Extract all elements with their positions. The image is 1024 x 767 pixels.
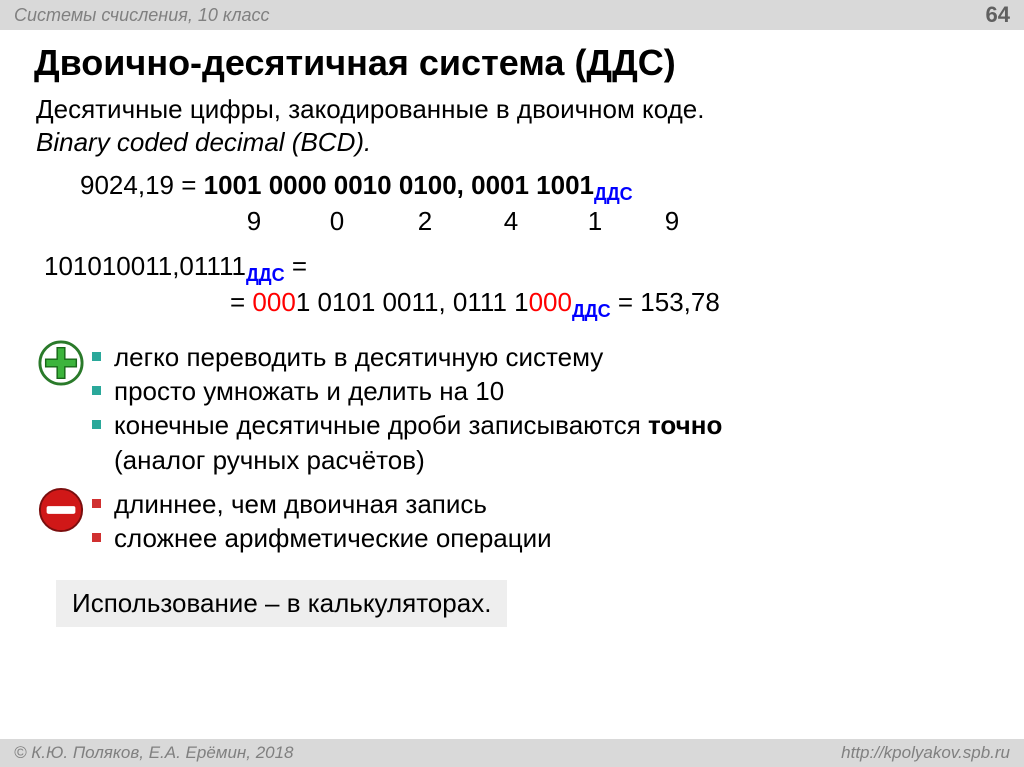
footer-right: http://kpolyakov.spb.ru xyxy=(841,743,1010,763)
ex2-l1-tail: = xyxy=(285,251,307,281)
example-1: 9024,19 = 1001 0000 0010 0100, 0001 1001… xyxy=(80,168,1000,206)
ex2-l1-sub: ДДС xyxy=(246,266,285,286)
lists: легко переводить в десятичную систему пр… xyxy=(30,340,1000,556)
page-number: 64 xyxy=(986,2,1010,28)
ex2-l2-red2: 000 xyxy=(529,287,572,317)
ex2-l2-sub: ДДС xyxy=(572,301,611,321)
page-title: Двоично-десятичная система (ДДС) xyxy=(34,42,1000,84)
ex1-lhs: 9024,19 = xyxy=(80,170,204,200)
example-2-line1: 101010011,01111ДДС = xyxy=(44,251,1000,286)
minus-icon xyxy=(38,487,84,533)
digit: 4 xyxy=(469,206,553,237)
list-item: конечные десятичные дроби записываются т… xyxy=(92,408,722,477)
lead-line-2: Binary coded decimal (BCD). xyxy=(36,127,371,157)
footer-bar: © К.Ю. Поляков, Е.А. Ерёмин, 2018 http:/… xyxy=(0,739,1024,767)
ex2-l2-tail: = 153,78 xyxy=(611,287,720,317)
lead-line-1: Десятичные цифры, закодированные в двоич… xyxy=(36,94,1000,125)
ex1-sub: ДДС xyxy=(594,184,633,204)
digit: 2 xyxy=(381,206,469,237)
list-item: просто умножать и делить на 10 xyxy=(92,374,722,408)
breadcrumb: Системы счисления, 10 класс xyxy=(14,5,270,26)
list-item: сложнее арифметические операции xyxy=(92,521,552,555)
plus-icon xyxy=(38,340,84,386)
ex1-rhs: 1001 0000 0010 0100, 0001 1001 xyxy=(204,170,594,200)
header-bar: Системы счисления, 10 класс 64 xyxy=(0,0,1024,30)
digit: 9 xyxy=(215,206,293,237)
ex2-l2-pre: = xyxy=(230,287,252,317)
pros-row: легко переводить в десятичную систему пр… xyxy=(30,340,1000,477)
digit: 1 xyxy=(553,206,637,237)
digit: 0 xyxy=(293,206,381,237)
digit: 9 xyxy=(637,206,707,237)
ex1-digit-row: 902419 xyxy=(215,206,1000,237)
example-2-line2: = 0001 0101 0011, 0111 1000ДДС = 153,78 xyxy=(230,287,1000,322)
cons-row: длиннее, чем двоичная запись сложнее ари… xyxy=(30,487,1000,556)
list-item: длиннее, чем двоичная запись xyxy=(92,487,552,521)
footer-left: © К.Ю. Поляков, Е.А. Ерёмин, 2018 xyxy=(14,743,294,763)
pros-list: легко переводить в десятичную систему пр… xyxy=(92,340,722,477)
cons-list: длиннее, чем двоичная запись сложнее ари… xyxy=(92,487,552,556)
usage-box: Использование – в калькуляторах. xyxy=(56,580,507,627)
slide-content: Двоично-десятичная система (ДДС) Десятич… xyxy=(0,30,1024,627)
ex2-l2-red1: 000 xyxy=(252,287,295,317)
ex2-l2-mid: 1 0101 0011, 0111 1 xyxy=(296,287,529,317)
ex2-l1-lhs: 101010011,01111 xyxy=(44,251,246,281)
list-item: легко переводить в десятичную систему xyxy=(92,340,722,374)
